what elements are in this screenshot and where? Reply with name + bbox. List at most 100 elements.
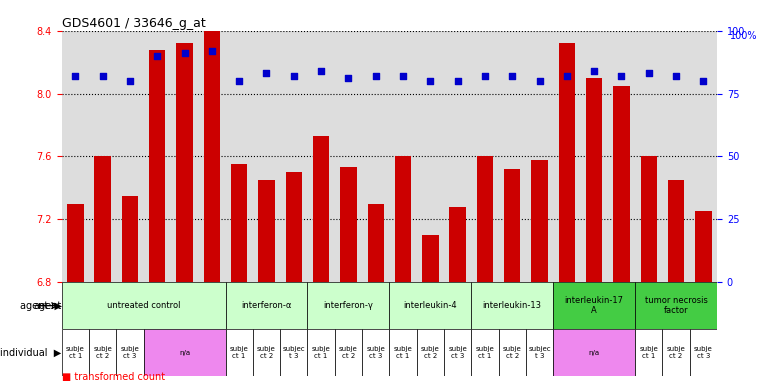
Text: subjec
t 3: subjec t 3 (528, 346, 550, 359)
Point (615, 73, 628, 79)
Bar (554, 31, 581, 282)
Point (369, 73, 382, 79)
Text: n/a: n/a (588, 350, 600, 356)
Text: agent  ▶: agent ▶ (20, 301, 62, 311)
FancyBboxPatch shape (690, 329, 717, 376)
FancyBboxPatch shape (444, 329, 471, 376)
Bar (444, 31, 471, 282)
Bar (362, 31, 389, 282)
Bar (122, 196, 138, 282)
Text: GDS4601 / 33646_g_at: GDS4601 / 33646_g_at (62, 17, 205, 30)
Bar (668, 180, 685, 282)
Bar (641, 156, 657, 282)
Point (96, 73, 109, 79)
Bar (177, 43, 193, 282)
Text: subje
ct 1: subje ct 1 (476, 346, 494, 359)
FancyBboxPatch shape (143, 329, 226, 376)
Bar (559, 43, 575, 282)
Point (342, 75, 355, 81)
Text: subje
ct 3: subje ct 3 (448, 346, 467, 359)
Bar (67, 204, 83, 282)
Text: 100%: 100% (730, 31, 758, 41)
FancyBboxPatch shape (389, 282, 471, 329)
Point (506, 73, 518, 79)
Point (697, 78, 709, 84)
Point (561, 73, 573, 79)
FancyBboxPatch shape (308, 329, 335, 376)
FancyBboxPatch shape (499, 329, 526, 376)
Bar (423, 235, 439, 282)
Bar (586, 78, 602, 282)
Text: interferon-γ: interferon-γ (324, 301, 373, 310)
Bar (695, 211, 712, 282)
Text: subje
ct 1: subje ct 1 (394, 346, 412, 359)
FancyBboxPatch shape (308, 282, 389, 329)
Bar (116, 31, 143, 282)
FancyBboxPatch shape (526, 329, 554, 376)
Bar (340, 167, 356, 282)
Text: subje
ct 2: subje ct 2 (339, 346, 358, 359)
Bar (280, 31, 308, 282)
Bar (416, 31, 444, 282)
Text: tumor necrosis
factor: tumor necrosis factor (645, 296, 708, 315)
FancyBboxPatch shape (554, 329, 635, 376)
Bar (608, 31, 635, 282)
Bar (149, 50, 166, 282)
Point (151, 53, 163, 59)
Text: subjec
t 3: subjec t 3 (282, 346, 305, 359)
Text: subje
ct 1: subje ct 1 (230, 346, 248, 359)
Text: interleukin-4: interleukin-4 (403, 301, 457, 310)
Text: interleukin-17
A: interleukin-17 A (564, 296, 624, 315)
Text: subje
ct 3: subje ct 3 (366, 346, 385, 359)
Bar (690, 31, 717, 282)
Text: subje
ct 1: subje ct 1 (66, 346, 85, 359)
FancyBboxPatch shape (471, 282, 554, 329)
Bar (395, 156, 411, 282)
Bar (476, 156, 493, 282)
Point (261, 70, 273, 76)
Text: subje
ct 2: subje ct 2 (503, 346, 522, 359)
Text: n/a: n/a (179, 350, 190, 356)
Point (233, 78, 245, 84)
FancyBboxPatch shape (662, 329, 690, 376)
FancyBboxPatch shape (62, 282, 226, 329)
Point (534, 78, 546, 84)
FancyBboxPatch shape (116, 329, 143, 376)
Text: subje
ct 2: subje ct 2 (93, 346, 112, 359)
Point (424, 78, 436, 84)
Bar (635, 31, 662, 282)
FancyBboxPatch shape (635, 329, 662, 376)
Text: subje
ct 3: subje ct 3 (120, 346, 140, 359)
Point (206, 48, 218, 54)
Point (642, 70, 655, 76)
Bar (94, 156, 111, 282)
Text: untreated control: untreated control (107, 301, 180, 310)
Bar (531, 159, 547, 282)
Text: subje
ct 2: subje ct 2 (421, 346, 439, 359)
FancyBboxPatch shape (89, 329, 116, 376)
Point (315, 68, 327, 74)
Bar (526, 31, 553, 282)
Bar (335, 31, 362, 282)
Bar (471, 31, 499, 282)
Bar (226, 31, 253, 282)
Point (670, 73, 682, 79)
Text: ■ transformed count: ■ transformed count (62, 372, 165, 382)
Bar (198, 31, 225, 282)
Point (178, 50, 190, 56)
Bar (504, 169, 520, 282)
Point (452, 78, 464, 84)
Bar (62, 31, 89, 282)
Bar (662, 31, 690, 282)
Bar (313, 136, 329, 282)
Bar (204, 31, 220, 282)
Text: interleukin-13: interleukin-13 (483, 301, 542, 310)
Bar (143, 31, 171, 282)
Bar (389, 31, 416, 282)
Text: agent: agent (33, 301, 62, 311)
Text: subje
ct 3: subje ct 3 (694, 346, 712, 359)
FancyBboxPatch shape (335, 329, 362, 376)
FancyBboxPatch shape (226, 329, 253, 376)
Point (397, 73, 409, 79)
Bar (253, 31, 280, 282)
